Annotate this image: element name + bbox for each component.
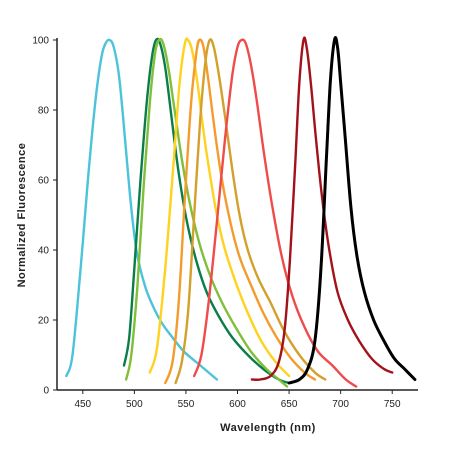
series-line-7 xyxy=(193,38,358,388)
series-layer xyxy=(65,36,417,388)
series-line-3 xyxy=(124,37,289,388)
series-line-2 xyxy=(122,37,291,385)
y-tick-label: 60 xyxy=(38,176,50,187)
series-line-5 xyxy=(164,38,317,385)
y-axis-title: Normalized Fluorescence xyxy=(16,143,28,288)
axes-layer: 450 500 550 600 650 700 750 0 20 40 60 80 100 xyxy=(32,36,418,410)
y-tick-label: 20 xyxy=(38,316,50,327)
series-line-1 xyxy=(65,38,219,381)
series-line-8 xyxy=(250,36,394,381)
x-tick-label: 550 xyxy=(178,399,195,410)
x-tick-label: 450 xyxy=(74,399,91,410)
series-line-4 xyxy=(148,37,291,378)
y-tick-label: 80 xyxy=(38,106,50,117)
y-tick-label: 0 xyxy=(43,386,49,397)
x-tick-label: 700 xyxy=(332,399,349,410)
series-line-9 xyxy=(287,36,417,385)
y-tick-label: 100 xyxy=(32,36,49,47)
x-tick-label: 650 xyxy=(281,399,298,410)
x-axis-title: Wavelength (nm) xyxy=(220,422,316,434)
x-tick-label: 600 xyxy=(229,399,246,410)
x-tick-label: 500 xyxy=(126,399,143,410)
x-tick-label: 750 xyxy=(384,399,401,410)
y-tick-label: 40 xyxy=(38,246,50,257)
